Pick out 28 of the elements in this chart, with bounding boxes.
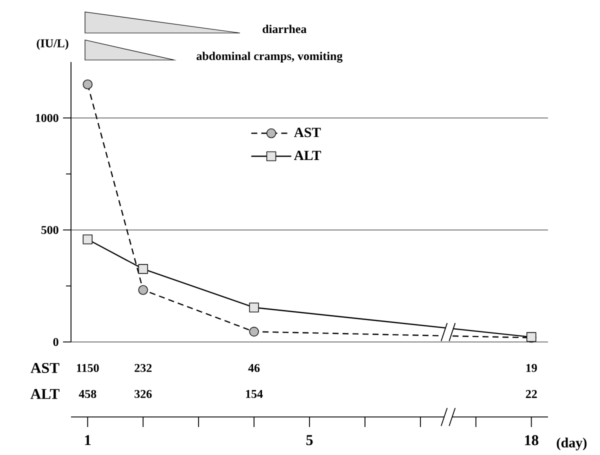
y-axis-title: (IU/L) — [36, 38, 68, 50]
y-tick-label: 500 — [41, 226, 58, 234]
point — [82, 79, 93, 90]
annotation: abdominal cramps, vomiting — [196, 52, 343, 63]
legend-label: AST — [294, 128, 321, 138]
legend-label: ALT — [294, 150, 322, 160]
data-label: 326 — [134, 390, 152, 398]
x-tick-label: 5 — [306, 435, 313, 446]
point — [138, 285, 148, 295]
point — [249, 326, 259, 337]
y-tick-label: 0 — [53, 338, 58, 346]
text: diarrhea — [262, 24, 307, 34]
text: ALT — [30, 389, 60, 399]
point — [249, 302, 259, 312]
x-axis-title: (day) — [556, 438, 587, 450]
data-label: 46 — [248, 364, 260, 372]
data-label: 19 — [526, 364, 537, 372]
text: AST — [30, 362, 60, 373]
data-label: 1150 — [76, 364, 99, 372]
x-tick-label: 18 — [525, 435, 538, 446]
point — [82, 234, 93, 244]
data-label: 154 — [246, 390, 263, 398]
data-label: 22 — [526, 390, 537, 398]
data-label: 232 — [134, 364, 152, 372]
x-tick-label: 1 — [85, 435, 91, 446]
data-label: 458 — [78, 390, 96, 398]
point — [138, 264, 148, 274]
y-tick-label: 1000 — [36, 114, 58, 122]
